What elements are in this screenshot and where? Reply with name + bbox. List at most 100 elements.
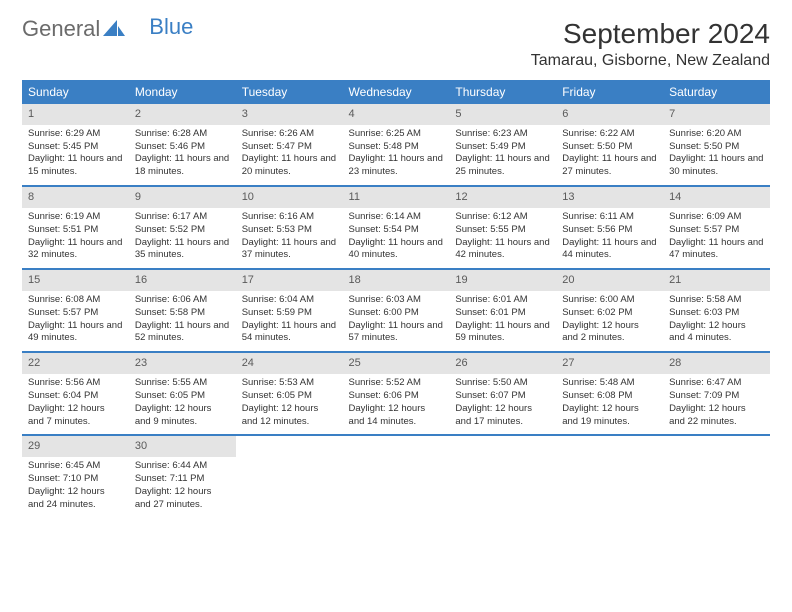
day-cell: 8Sunrise: 6:19 AMSunset: 5:51 PMDaylight… [22,186,129,269]
day-info: Sunrise: 6:19 AMSunset: 5:51 PMDaylight:… [22,211,129,262]
day-info: Sunrise: 6:45 AMSunset: 7:10 PMDaylight:… [22,460,129,511]
daylight-text: Daylight: 11 hours and 23 minutes. [349,153,444,179]
daylight-text: Daylight: 11 hours and 47 minutes. [669,237,764,263]
day-header: Friday [556,80,663,104]
day-number: 7 [663,104,770,125]
daylight-text: Daylight: 12 hours and 17 minutes. [455,403,550,429]
day-info: Sunrise: 6:14 AMSunset: 5:54 PMDaylight:… [343,211,450,262]
sunset-text: Sunset: 6:08 PM [562,390,657,403]
day-number: 15 [22,270,129,291]
day-info: Sunrise: 6:09 AMSunset: 5:57 PMDaylight:… [663,211,770,262]
day-header: Monday [129,80,236,104]
day-cell: 29 Sunrise: 6:45 AMSunset: 7:10 PMDayligh… [22,435,129,517]
day-info: Sunrise: 5:48 AMSunset: 6:08 PMDaylight:… [556,377,663,428]
daylight-text: Daylight: 11 hours and 49 minutes. [28,320,123,346]
sunrise-text: Sunrise: 5:48 AM [562,377,657,390]
sunrise-text: Sunrise: 6:26 AM [242,128,337,141]
day-cell: 17Sunrise: 6:04 AMSunset: 5:59 PMDayligh… [236,269,343,352]
day-info: Sunrise: 6:25 AMSunset: 5:48 PMDaylight:… [343,128,450,179]
day-info: Sunrise: 6:04 AMSunset: 5:59 PMDaylight:… [236,294,343,345]
sunset-text: Sunset: 5:58 PM [135,307,230,320]
day-info: Sunrise: 5:53 AMSunset: 6:05 PMDaylight:… [236,377,343,428]
day-cell: 11Sunrise: 6:14 AMSunset: 5:54 PMDayligh… [343,186,450,269]
sunrise-text: Sunrise: 6:04 AM [242,294,337,307]
daylight-text: Daylight: 11 hours and 30 minutes. [669,153,764,179]
day-info: Sunrise: 6:17 AMSunset: 5:52 PMDaylight:… [129,211,236,262]
daylight-text: Daylight: 12 hours and 27 minutes. [135,486,230,512]
sunrise-text: Sunrise: 6:25 AM [349,128,444,141]
daylight-text: Daylight: 12 hours and 7 minutes. [28,403,123,429]
day-number: 24 [236,353,343,374]
daylight-text: Daylight: 11 hours and 15 minutes. [28,153,123,179]
day-cell: 30 Sunrise: 6:44 AMSunset: 7:11 PMDayligh… [129,435,236,517]
day-number: 30 [129,436,236,457]
sunset-text: Sunset: 5:50 PM [669,141,764,154]
sunset-text: Sunset: 5:59 PM [242,307,337,320]
day-cell: 10 Sunrise: 6:16 AMSunset: 5:53 PMDayligh… [236,186,343,269]
day-info: Sunrise: 6:22 AMSunset: 5:50 PMDaylight:… [556,128,663,179]
daylight-text: Daylight: 11 hours and 32 minutes. [28,237,123,263]
day-number: 27 [556,353,663,374]
day-header: Thursday [449,80,556,104]
daylight-text: Daylight: 11 hours and 57 minutes. [349,320,444,346]
week-row: 15Sunrise: 6:08 AMSunset: 5:57 PMDayligh… [22,269,770,352]
daylight-text: Daylight: 11 hours and 27 minutes. [562,153,657,179]
sunrise-text: Sunrise: 5:53 AM [242,377,337,390]
sunset-text: Sunset: 5:53 PM [242,224,337,237]
sunset-text: Sunset: 7:09 PM [669,390,764,403]
day-header-row: SundayMondayTuesdayWednesdayThursdayFrid… [22,80,770,104]
daylight-text: Daylight: 11 hours and 18 minutes. [135,153,230,179]
sunrise-text: Sunrise: 6:00 AM [562,294,657,307]
daylight-text: Daylight: 12 hours and 12 minutes. [242,403,337,429]
day-cell: 16Sunrise: 6:06 AMSunset: 5:58 PMDayligh… [129,269,236,352]
day-cell [343,435,450,517]
sunrise-text: Sunrise: 6:47 AM [669,377,764,390]
sunset-text: Sunset: 7:11 PM [135,473,230,486]
day-header: Wednesday [343,80,450,104]
day-number: 23 [129,353,236,374]
day-cell: 23 Sunrise: 5:55 AMSunset: 6:05 PMDayligh… [129,352,236,435]
day-cell [556,435,663,517]
sunset-text: Sunset: 5:55 PM [455,224,550,237]
daylight-text: Daylight: 11 hours and 37 minutes. [242,237,337,263]
day-number: 9 [129,187,236,208]
day-info: Sunrise: 5:55 AMSunset: 6:05 PMDaylight:… [129,377,236,428]
day-info: Sunrise: 6:08 AMSunset: 5:57 PMDaylight:… [22,294,129,345]
logo-text-1: General [22,18,100,40]
day-info: Sunrise: 6:29 AMSunset: 5:45 PMDaylight:… [22,128,129,179]
day-number: 29 [22,436,129,457]
day-info: Sunrise: 5:52 AMSunset: 6:06 PMDaylight:… [343,377,450,428]
day-cell: 5Sunrise: 6:23 AMSunset: 5:49 PMDaylight… [449,104,556,186]
daylight-text: Daylight: 11 hours and 59 minutes. [455,320,550,346]
day-number: 10 [236,187,343,208]
day-info: Sunrise: 6:16 AMSunset: 5:53 PMDaylight:… [236,211,343,262]
sunrise-text: Sunrise: 5:52 AM [349,377,444,390]
sunrise-text: Sunrise: 6:29 AM [28,128,123,141]
sunset-text: Sunset: 6:01 PM [455,307,550,320]
week-row: 8Sunrise: 6:19 AMSunset: 5:51 PMDaylight… [22,186,770,269]
daylight-text: Daylight: 11 hours and 25 minutes. [455,153,550,179]
sunset-text: Sunset: 5:52 PM [135,224,230,237]
sunrise-text: Sunrise: 6:44 AM [135,460,230,473]
sunrise-text: Sunrise: 6:08 AM [28,294,123,307]
logo: General Blue [22,18,193,40]
day-cell [236,435,343,517]
day-number: 25 [343,353,450,374]
day-number: 28 [663,353,770,374]
sunrise-text: Sunrise: 6:16 AM [242,211,337,224]
day-cell: 19Sunrise: 6:01 AMSunset: 6:01 PMDayligh… [449,269,556,352]
sunset-text: Sunset: 5:57 PM [28,307,123,320]
sunset-text: Sunset: 6:07 PM [455,390,550,403]
day-number: 22 [22,353,129,374]
logo-sail-icon [103,18,125,40]
week-row: 22Sunrise: 5:56 AMSunset: 6:04 PMDayligh… [22,352,770,435]
day-cell: 21Sunrise: 5:58 AMSunset: 6:03 PMDayligh… [663,269,770,352]
daylight-text: Daylight: 12 hours and 9 minutes. [135,403,230,429]
daylight-text: Daylight: 11 hours and 40 minutes. [349,237,444,263]
daylight-text: Daylight: 11 hours and 20 minutes. [242,153,337,179]
day-cell: 9 Sunrise: 6:17 AMSunset: 5:52 PMDaylight… [129,186,236,269]
day-cell: 13Sunrise: 6:11 AMSunset: 5:56 PMDayligh… [556,186,663,269]
day-info: Sunrise: 6:28 AMSunset: 5:46 PMDaylight:… [129,128,236,179]
day-cell: 4Sunrise: 6:25 AMSunset: 5:48 PMDaylight… [343,104,450,186]
day-cell: 20Sunrise: 6:00 AMSunset: 6:02 PMDayligh… [556,269,663,352]
